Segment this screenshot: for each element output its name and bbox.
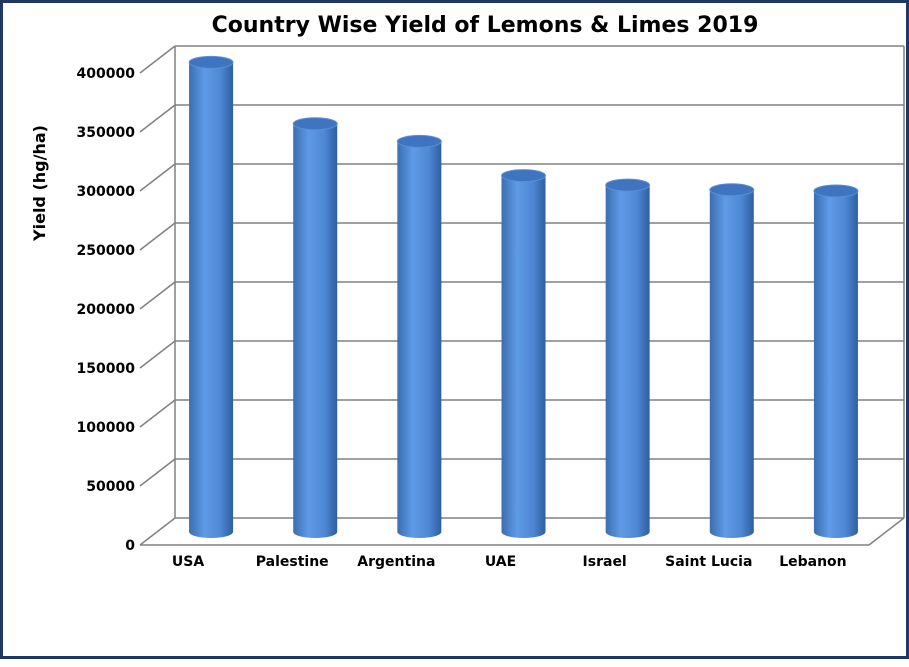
x-tick-labels: USA Palestine Argentina UAE Israel Saint Luci…	[172, 554, 847, 570]
bars	[188, 55, 859, 539]
bar	[813, 184, 859, 539]
bar-top-cap	[292, 117, 338, 131]
y-tick-label: 300000	[77, 184, 136, 200]
x-tick-label: Palestine	[256, 554, 329, 570]
bar-top-cap	[709, 183, 755, 197]
y-tick-label: 400000	[77, 66, 136, 82]
gridline-side	[139, 517, 176, 546]
gridline-side	[139, 104, 176, 133]
y-tick-label: 50000	[86, 479, 135, 495]
y-tick-label: 150000	[77, 361, 136, 377]
x-tick-label: Lebanon	[779, 554, 846, 570]
gridline-side	[139, 222, 176, 251]
gridline-side	[139, 281, 176, 310]
bar	[188, 55, 234, 539]
gridline-side	[139, 45, 176, 74]
x-tick-label: UAE	[485, 554, 516, 570]
lemon-lime-yield-chart: Country Wise Yield of Lemons & Limes 201…	[30, 13, 905, 570]
gridline-side	[139, 163, 176, 192]
y-axis-label: Yield (hg/ha)	[30, 125, 49, 242]
gridline-side	[139, 399, 176, 428]
bar	[709, 183, 755, 539]
bar-body	[813, 190, 858, 539]
y-tick-labels: 0 50000 100000 150000 200000 250000 300000 3500…	[77, 66, 136, 554]
bar-body	[501, 175, 546, 538]
bar-top-cap	[396, 134, 442, 148]
x-tick-label: USA	[172, 554, 204, 570]
y-tick-label: 200000	[77, 302, 136, 318]
gridline-side	[139, 458, 176, 487]
x-tick-label: Argentina	[357, 554, 435, 570]
y-tick-label: 350000	[77, 125, 136, 141]
bar-body	[397, 141, 442, 539]
bar-body	[709, 189, 754, 539]
chart-title: Country Wise Yield of Lemons & Limes 201…	[212, 13, 759, 38]
gridline-side	[139, 340, 176, 369]
bar-top-cap	[813, 184, 859, 198]
bar	[605, 178, 651, 538]
x-tick-label: Saint Lucia	[665, 554, 752, 570]
bar-top-cap	[188, 55, 234, 69]
y-tick-label: 250000	[77, 243, 136, 259]
bar-body	[189, 62, 234, 539]
bar	[292, 117, 338, 538]
axis-lines	[140, 46, 905, 546]
bar	[396, 134, 442, 539]
bar-body	[605, 185, 650, 538]
bar-top-cap	[501, 169, 546, 183]
x-tick-label: Israel	[583, 554, 627, 570]
floor-right-edge	[868, 517, 905, 546]
bar-body	[293, 123, 338, 538]
bar	[501, 169, 546, 538]
y-tick-label: 100000	[77, 420, 136, 436]
y-tick-label: 0	[125, 538, 135, 554]
bar-top-cap	[605, 178, 651, 192]
